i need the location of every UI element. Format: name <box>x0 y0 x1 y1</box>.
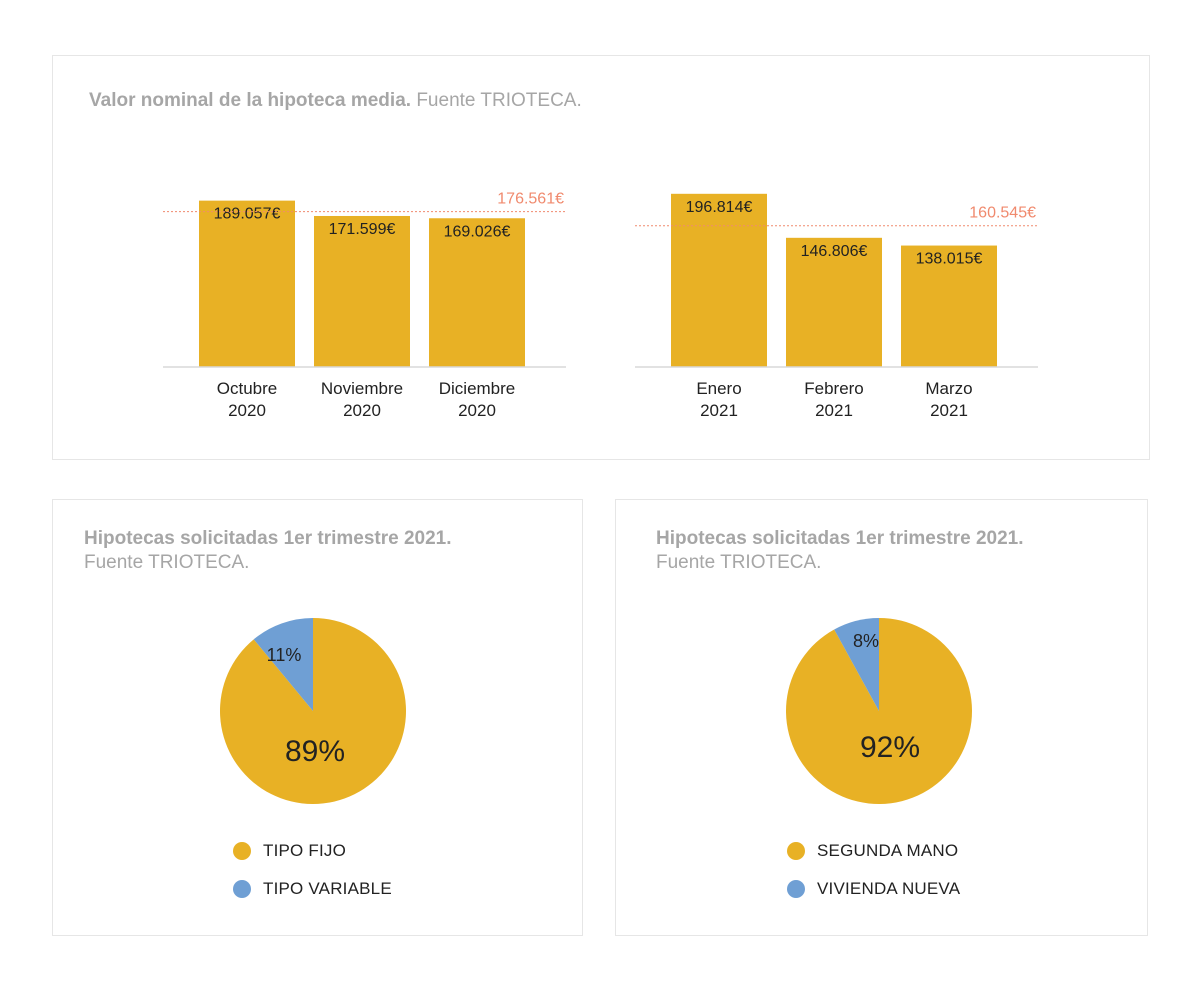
legend-label: VIVIENDA NUEVA <box>817 879 961 898</box>
category-label: Marzo <box>925 379 972 398</box>
pie-chart-title: Hipotecas solicitadas 1er trimestre 2021… <box>84 527 564 575</box>
legend-item: SEGUNDA MANO <box>787 832 960 870</box>
legend-dot-icon <box>233 880 251 898</box>
pie-chart-title-source: Fuente TRIOTECA. <box>84 552 250 573</box>
category-label: 2021 <box>930 401 968 420</box>
category-label: 2020 <box>343 401 381 420</box>
legend-item: VIVIENDA NUEVA <box>787 870 960 908</box>
category-label: Enero <box>696 379 741 398</box>
bar <box>314 215 410 367</box>
pie-slice <box>834 618 879 711</box>
pie-slice <box>253 618 313 711</box>
legend-item: TIPO FIJO <box>233 832 392 870</box>
pie-legend: SEGUNDA MANO VIVIENDA NUEVA <box>787 832 960 908</box>
legend-label: TIPO VARIABLE <box>263 879 392 898</box>
bar-chart-title: Valor nominal de la hipoteca media. Fuen… <box>89 90 582 112</box>
bar-value-label: 171.599€ <box>329 221 396 238</box>
pie-slice-label: 11% <box>267 645 302 665</box>
bar-value-label: 189.057€ <box>214 206 281 223</box>
bar-charts-svg: 189.057€ Octubre 2020 171.599€ Noviembre 2020… <box>163 191 1038 420</box>
pie-chart-panel-tipo: Hipotecas solicitadas 1er trimestre 2021… <box>52 499 583 936</box>
pie-slice-label: 89% <box>285 735 345 768</box>
category-label: 2020 <box>458 401 496 420</box>
pie-chart-title-bold: Hipotecas solicitadas 1er trimestre 2021… <box>656 528 1024 549</box>
legend-label: SEGUNDA MANO <box>817 841 959 860</box>
legend-label: TIPO FIJO <box>263 841 347 860</box>
pie-chart-title-source: Fuente TRIOTECA. <box>656 552 822 573</box>
pie-chart-tipo-svg: 89% 11% <box>219 618 406 804</box>
bar <box>901 245 997 367</box>
legend-dot-icon <box>233 842 251 860</box>
legend-dot-icon <box>787 842 805 860</box>
bar-value-label: 196.814€ <box>686 199 753 216</box>
legend-dot-icon <box>787 880 805 898</box>
pie-chart-title-bold: Hipotecas solicitadas 1er trimestre 2021… <box>84 528 452 549</box>
category-label: Diciembre <box>439 379 516 398</box>
bar-chart-panel: Valor nominal de la hipoteca media. Fuen… <box>52 55 1150 460</box>
reference-line-label: 176.561€ <box>497 191 564 208</box>
pie-slice-label: 92% <box>860 731 920 764</box>
bar-chart-title-bold: Valor nominal de la hipoteca media. <box>89 90 412 111</box>
bar-value-label: 138.015€ <box>916 251 983 268</box>
bar-value-label: 146.806€ <box>801 243 868 260</box>
category-label: 2021 <box>700 401 738 420</box>
legend-item: TIPO VARIABLE <box>233 870 392 908</box>
pie-slice-label: 8% <box>853 631 879 651</box>
bar <box>199 200 295 367</box>
pie-chart-panel-vivienda: Hipotecas solicitadas 1er trimestre 2021… <box>615 499 1148 936</box>
category-label: Noviembre <box>321 379 403 398</box>
reference-line-label: 160.545€ <box>969 205 1036 222</box>
pie-legend: TIPO FIJO TIPO VARIABLE <box>233 832 392 908</box>
pie-chart-title: Hipotecas solicitadas 1er trimestre 2021… <box>656 527 1136 575</box>
bar <box>671 193 767 367</box>
category-label: Febrero <box>804 379 864 398</box>
bar-chart-title-source: Fuente TRIOTECA. <box>416 90 582 111</box>
category-label: Octubre <box>217 379 277 398</box>
category-label: 2021 <box>815 401 853 420</box>
category-label: 2020 <box>228 401 266 420</box>
bar <box>429 218 525 367</box>
bar-value-label: 169.026€ <box>444 223 511 240</box>
bar <box>786 237 882 367</box>
pie-chart-vivienda-svg: 92% 8% <box>786 618 972 804</box>
